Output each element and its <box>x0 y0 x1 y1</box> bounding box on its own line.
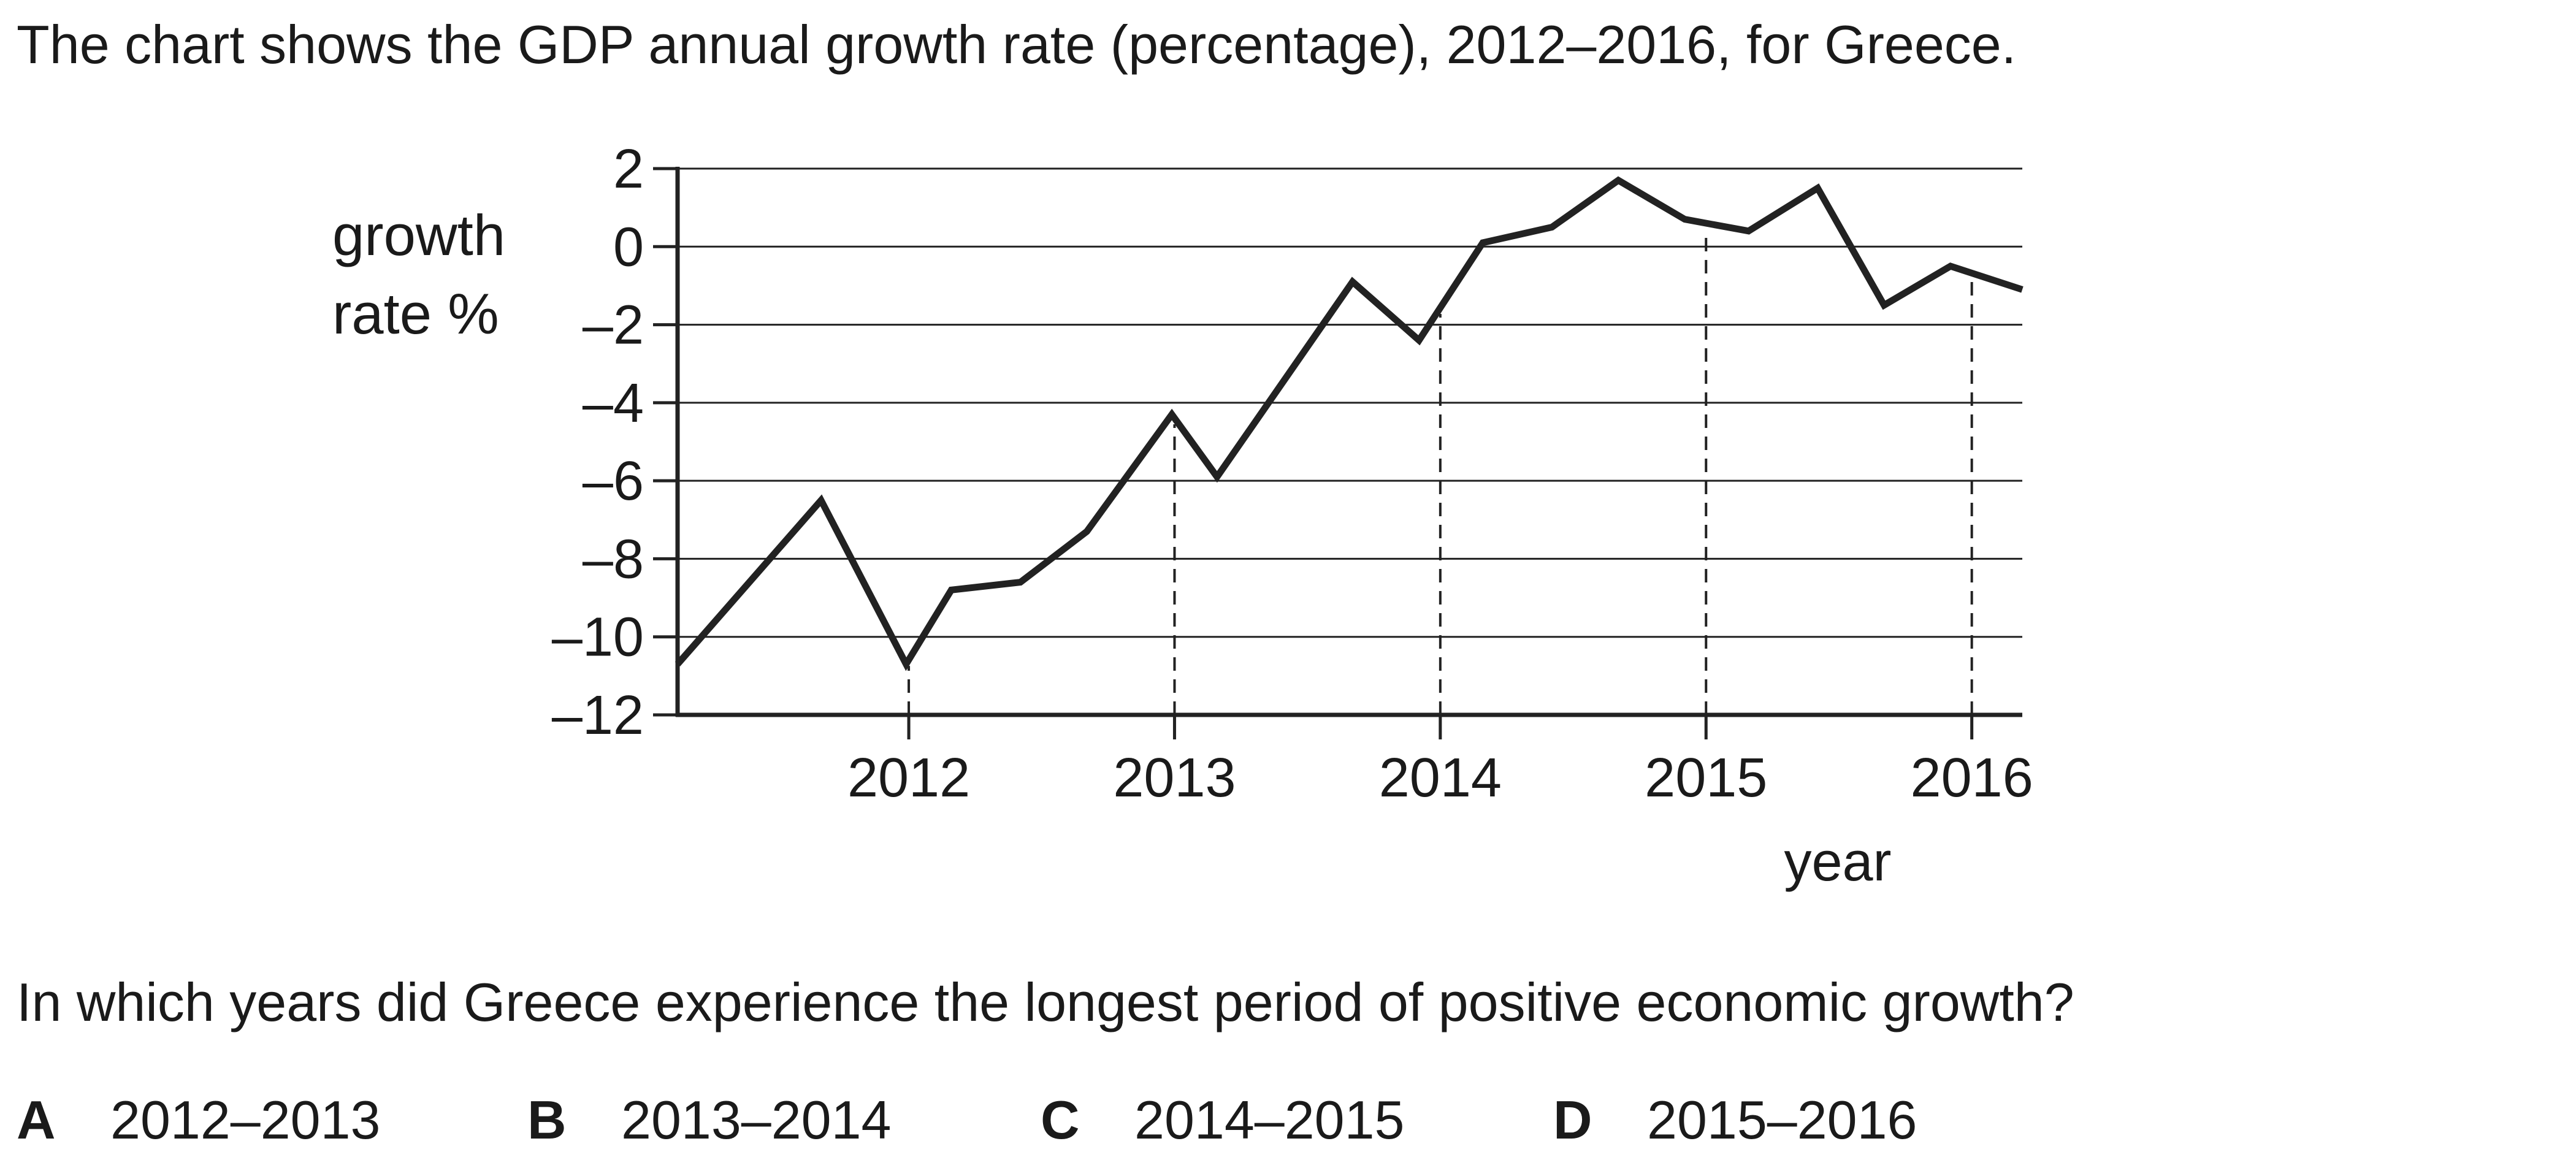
option-d-letter: D <box>1553 1089 1592 1150</box>
y-tick-label-7: –12 <box>552 685 644 746</box>
x-tick-label-0: 2012 <box>847 747 970 809</box>
option-a-text: 2012–2013 <box>110 1089 381 1150</box>
y-tick-label-3: –4 <box>583 373 644 434</box>
data-point-3 <box>950 589 952 591</box>
y-axis-title-line-1: growth <box>332 203 506 267</box>
x-axis-title: year <box>1784 831 1891 893</box>
label-layer: 2 0 –2 –4 –6 –8 –10 –12 2012 2013 2014 2015 2016 year <box>552 139 2033 893</box>
data-point-14 <box>1748 230 1750 232</box>
data-point-4 <box>1019 581 1022 584</box>
y-tick-label-1: 0 <box>613 216 644 278</box>
data-point-7 <box>1216 476 1218 478</box>
axis-layer <box>653 167 2022 739</box>
option-b-text: 2013–2014 <box>621 1089 892 1150</box>
data-point-18 <box>2021 288 2024 291</box>
data-point-0 <box>676 663 679 665</box>
x-tick-label-3: 2015 <box>1645 747 1767 809</box>
x-tick-label-2: 2014 <box>1379 747 1502 809</box>
x-tick-label-1: 2013 <box>1113 747 1236 809</box>
data-point-10 <box>1481 242 1484 244</box>
data-point-12 <box>1617 179 1619 181</box>
data-point-5 <box>1085 530 1088 533</box>
intro-text: The chart shows the GDP annual growth ra… <box>17 14 2017 75</box>
data-point-6 <box>1171 413 1173 416</box>
option-b-letter: B <box>527 1089 567 1150</box>
option-c-letter: C <box>1041 1089 1080 1150</box>
data-point-8 <box>1351 281 1354 283</box>
data-point-13 <box>1684 218 1686 221</box>
data-point-2 <box>905 663 908 665</box>
data-point-15 <box>1816 187 1819 189</box>
growth-rate-line <box>675 176 2024 671</box>
data-point-9 <box>1418 339 1420 342</box>
question-text: In which years did Greece experience the… <box>17 972 2074 1032</box>
option-b[interactable]: B 2013–2014 <box>527 1086 891 1154</box>
option-d-text: 2015–2016 <box>1647 1089 1917 1150</box>
grid-layer <box>678 167 2022 638</box>
y-tick-label-2: –2 <box>583 295 644 356</box>
option-d[interactable]: D 2015–2016 <box>1553 1086 1917 1154</box>
option-a-letter: A <box>17 1089 56 1150</box>
guide-layer <box>908 229 1973 715</box>
series-layer <box>675 176 2024 671</box>
data-point-11 <box>1551 226 1553 228</box>
data-point-1 <box>820 499 822 502</box>
answer-options: A 2012–2013 B 2013–2014 C 2014–2015 D 20… <box>0 1086 2576 1160</box>
y-tick-label-6: –10 <box>552 607 644 668</box>
data-point-16 <box>1883 304 1886 307</box>
data-point-17 <box>1949 265 1952 267</box>
y-axis-title-line-2: rate % <box>332 281 499 346</box>
option-a[interactable]: A 2012–2013 <box>17 1086 380 1154</box>
y-axis-title: growth rate % <box>332 196 505 353</box>
y-tick-label-0: 2 <box>613 139 644 200</box>
y-tick-label-4: –6 <box>583 451 644 512</box>
y-tick-label-5: –8 <box>583 528 644 590</box>
x-tick-label-4: 2016 <box>1911 747 2033 809</box>
option-c-text: 2014–2015 <box>1134 1089 1405 1150</box>
option-c[interactable]: C 2014–2015 <box>1041 1086 1404 1154</box>
